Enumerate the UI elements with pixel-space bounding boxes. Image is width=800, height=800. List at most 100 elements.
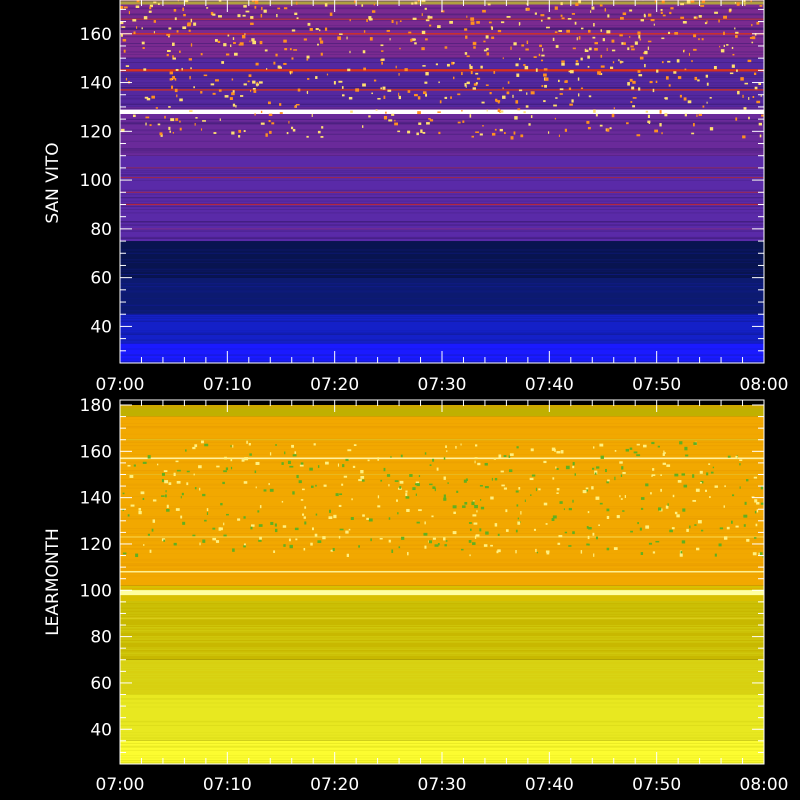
speckle	[638, 35, 641, 39]
speckle	[491, 132, 496, 136]
speckle	[490, 496, 494, 500]
speckle	[691, 60, 693, 63]
speckle	[580, 57, 583, 61]
speckle	[482, 9, 486, 13]
speckle	[588, 29, 591, 33]
speckle	[203, 74, 208, 77]
speckle	[462, 120, 465, 123]
speckle	[751, 41, 754, 44]
speckle	[571, 99, 574, 103]
speckle	[245, 10, 250, 13]
speckle	[508, 455, 511, 458]
speckle	[230, 466, 233, 470]
speckle	[530, 91, 535, 95]
speckle	[632, 97, 637, 99]
speckle	[473, 522, 478, 525]
speckle	[294, 12, 298, 15]
speckle	[639, 38, 642, 41]
speckle	[319, 37, 322, 41]
speckle	[495, 98, 498, 102]
speckle	[574, 473, 576, 476]
speckle	[445, 445, 447, 448]
speckle	[538, 53, 541, 57]
speckle	[370, 538, 372, 542]
speckle	[122, 508, 124, 511]
speckle	[683, 49, 685, 52]
speckle	[594, 47, 598, 51]
speckle	[530, 115, 533, 119]
speckle	[253, 90, 257, 93]
speckle	[638, 87, 641, 91]
speckle	[606, 47, 608, 52]
speckle	[541, 85, 544, 88]
speckle	[304, 521, 307, 525]
speckle	[731, 520, 733, 524]
speckle	[587, 126, 591, 130]
speckle	[122, 492, 125, 495]
speckle	[243, 481, 248, 484]
speckle	[587, 535, 590, 540]
speckle	[266, 68, 268, 70]
speckle	[142, 497, 145, 500]
speckle	[377, 97, 381, 100]
speckle	[660, 474, 662, 476]
speckle	[343, 475, 348, 478]
speckle	[443, 457, 446, 460]
speckle	[241, 459, 245, 462]
speckle	[317, 540, 322, 543]
speckle	[664, 113, 668, 117]
speckle	[754, 499, 758, 503]
speckle	[388, 539, 391, 543]
speckle	[244, 33, 246, 36]
speckle	[479, 133, 483, 136]
speckle	[586, 120, 590, 124]
speckle	[611, 39, 615, 43]
speckle	[424, 7, 427, 10]
band-5	[120, 416, 764, 586]
y-tick-label: 160	[80, 442, 112, 462]
x-tick-label: 07:20	[310, 375, 359, 395]
speckle	[418, 509, 422, 512]
speckle	[643, 52, 645, 54]
speckle	[622, 471, 626, 474]
speckle	[186, 482, 189, 486]
speckle	[173, 542, 177, 546]
speckle	[381, 61, 383, 65]
speckle	[345, 458, 349, 462]
speckle	[179, 120, 181, 123]
speckle	[232, 37, 235, 40]
speckle	[760, 95, 762, 97]
speckle	[706, 472, 709, 476]
speckle	[754, 510, 757, 514]
speckle	[674, 473, 679, 477]
speckle	[481, 101, 485, 104]
speckle	[466, 55, 470, 58]
speckle	[187, 22, 192, 25]
speckle	[593, 23, 595, 27]
speckle	[734, 27, 736, 30]
speckle	[281, 500, 284, 503]
x-tick-label: 08:00	[740, 375, 789, 395]
y-tick-label: 100	[80, 171, 112, 191]
speckle	[568, 507, 572, 511]
speckle	[121, 26, 126, 28]
speckle	[238, 135, 241, 138]
speckle	[291, 126, 294, 130]
speckle	[426, 122, 430, 125]
speckle	[145, 116, 150, 119]
speckle	[489, 92, 492, 95]
speckle	[606, 547, 610, 551]
speckle	[217, 40, 221, 44]
speckle	[175, 460, 179, 463]
speckle	[260, 122, 265, 125]
speckle	[538, 488, 541, 491]
speckle	[281, 462, 284, 465]
speckle	[693, 442, 697, 445]
speckle	[591, 6, 595, 10]
speckle	[279, 103, 282, 106]
speckle	[132, 114, 136, 118]
speckle	[202, 493, 206, 497]
speckle	[572, 465, 575, 469]
speckle	[371, 10, 376, 13]
speckle	[759, 134, 762, 138]
